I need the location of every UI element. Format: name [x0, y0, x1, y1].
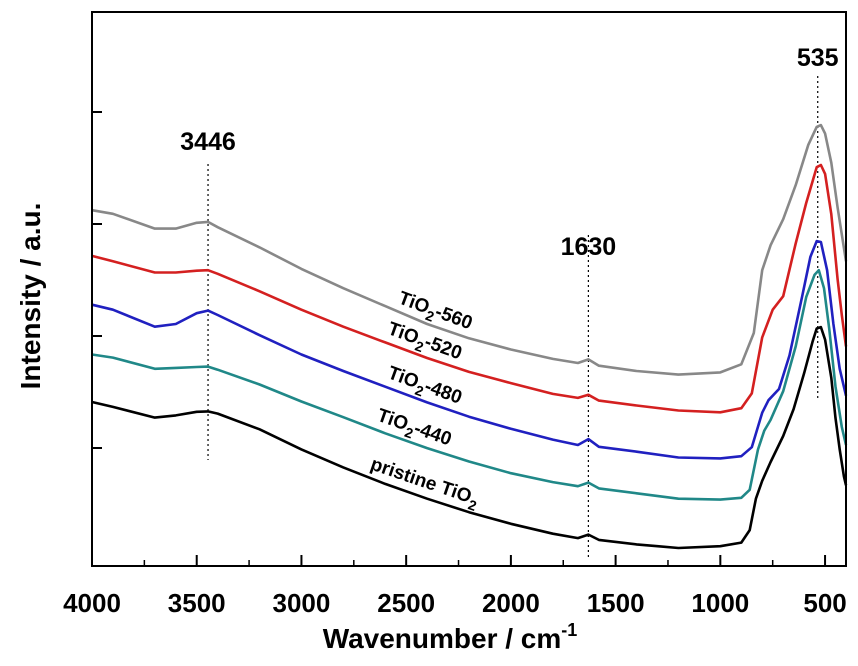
x-axis-title-superscript: -1 [561, 620, 577, 640]
annotation-label-0: 3446 [180, 128, 236, 156]
series-line-3 [91, 268, 848, 501]
x-axis-title: Wavenumber / cm-1 [323, 620, 578, 654]
x-tick-label-0: 4000 [63, 588, 121, 618]
series-label-2: TiO2-480 [384, 363, 465, 413]
series-line-2 [91, 239, 848, 460]
x-tick-label-5: 1500 [587, 588, 645, 618]
x-tick-label-4: 2000 [482, 588, 540, 618]
series-label-3: TiO2-440 [373, 405, 454, 454]
x-tick-label-6: 1000 [691, 588, 749, 618]
series-lines [91, 123, 848, 550]
series-line-1 [91, 163, 848, 414]
x-axis-ticks: 4000 3500 3000 2500 2000 1500 1000 500 [63, 555, 847, 618]
x-tick-label-3: 2500 [377, 588, 435, 618]
x-tick-label-2: 3000 [273, 588, 331, 618]
annotation-label-2: 535 [797, 44, 839, 72]
x-axis-title-text: Wavenumber / cm [323, 623, 562, 654]
series-line-0 [91, 123, 848, 376]
x-tick-label-7: 500 [803, 588, 846, 618]
series-line-4 [91, 325, 848, 550]
series-label-main: pristine TiO [368, 454, 474, 508]
annotation-label-1: 1630 [561, 233, 617, 261]
y-axis-ticks [92, 111, 102, 449]
x-tick-label-1: 3500 [168, 588, 226, 618]
series-label-suffix: -560 [432, 301, 475, 334]
annotation-guides [207, 76, 819, 560]
plot-frame [91, 11, 847, 567]
peak-annotations: 3446 1630 535 [180, 44, 838, 261]
y-axis-title: Intensity / a.u. [15, 203, 46, 390]
